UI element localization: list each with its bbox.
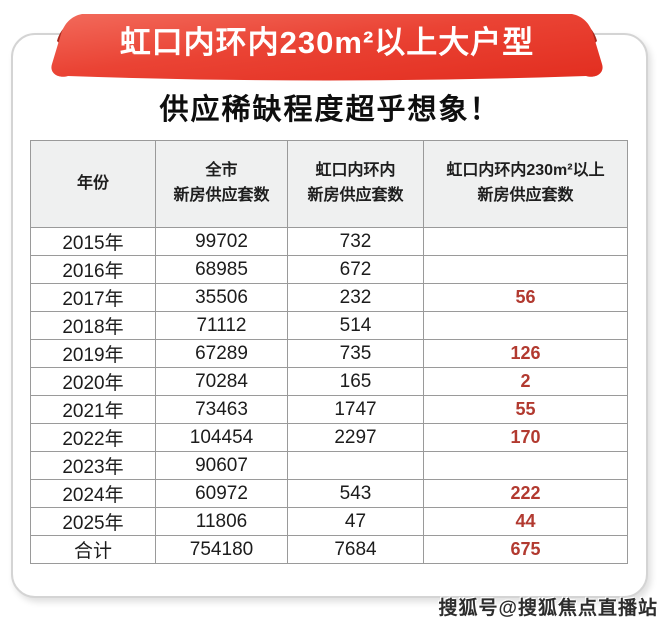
header-line: 新房供应套数 (173, 187, 270, 204)
over-230-supply-cell: 2 (423, 367, 628, 396)
year-cell: 2017年 (30, 283, 156, 312)
table-row: 2017年 35506 232 56 (30, 283, 628, 312)
year-cell: 2018年 (30, 311, 156, 340)
citywide-supply-cell: 73463 (155, 395, 288, 424)
citywide-supply-cell: 35506 (155, 283, 288, 312)
inner-ring-supply-cell (287, 451, 424, 480)
table-row: 2021年 73463 1747 55 (30, 395, 628, 424)
ribbon-shape-icon (51, 14, 603, 81)
citywide-supply-cell: 754180 (155, 535, 288, 564)
header-year: 年份 (30, 140, 156, 228)
header-line: 年份 (76, 174, 109, 192)
over-230-supply-cell: 170 (423, 423, 628, 452)
year-cell: 2022年 (30, 423, 156, 452)
citywide-supply-cell: 104454 (155, 423, 288, 452)
year-cell: 合计 (30, 535, 156, 564)
year-cell: 2015年 (30, 227, 156, 256)
over-230-supply-cell (423, 255, 628, 284)
inner-ring-supply-cell: 732 (287, 227, 424, 256)
citywide-supply-cell: 11806 (155, 507, 288, 536)
citywide-supply-cell: 60972 (155, 479, 288, 508)
ribbon-banner (48, 10, 606, 84)
header-citywide-supply: 全市 新房供应套数 (155, 140, 288, 228)
table-row: 2018年 71112 514 (30, 311, 628, 340)
table-row: 2023年 90607 (30, 451, 628, 480)
year-cell: 2019年 (30, 339, 156, 368)
over-230-supply-cell (423, 227, 628, 256)
header-line: 新房供应套数 (307, 187, 404, 204)
watermark: 搜狐号@搜狐焦点直播站 (438, 598, 658, 619)
table-body: 2015年 99702 732 2016年 68985 672 2017年 35… (30, 227, 628, 564)
header-row: 年份 全市 新房供应套数 虹口内环内 新房供应套数 虹口内环内230m²以上 新… (30, 140, 628, 228)
inner-ring-supply-cell: 672 (287, 255, 424, 284)
over-230-supply-cell (423, 451, 628, 480)
citywide-supply-cell: 90607 (155, 451, 288, 480)
subtitle: 供应稀缺程度超乎想象！ (159, 94, 501, 126)
table-row: 2020年 70284 165 2 (30, 367, 628, 396)
inner-ring-supply-cell: 1747 (287, 395, 424, 424)
inner-ring-supply-cell: 232 (287, 283, 424, 312)
table-row: 2025年 11806 47 44 (30, 507, 628, 536)
banner-title: 虹口内环内230m²以上大户型 (119, 25, 535, 60)
header-inner-ring-supply: 虹口内环内 新房供应套数 (287, 140, 424, 228)
inner-ring-supply-cell: 165 (287, 367, 424, 396)
year-cell: 2020年 (30, 367, 156, 396)
over-230-supply-cell: 222 (423, 479, 628, 508)
table-header: 年份 全市 新房供应套数 虹口内环内 新房供应套数 虹口内环内230m²以上 新… (30, 140, 628, 228)
inner-ring-supply-cell: 735 (287, 339, 424, 368)
header-line: 虹口内环内230m²以上 (446, 162, 605, 180)
inner-ring-supply-cell: 514 (287, 311, 424, 340)
over-230-supply-cell: 55 (423, 395, 628, 424)
over-230-supply-cell: 56 (423, 283, 628, 312)
supply-table: 年份 全市 新房供应套数 虹口内环内 新房供应套数 虹口内环内230m²以上 新… (30, 140, 628, 564)
year-cell: 2024年 (30, 479, 156, 508)
citywide-supply-cell: 67289 (155, 339, 288, 368)
over-230-supply-cell: 675 (423, 535, 628, 564)
header-line: 新房供应套数 (477, 187, 574, 204)
over-230-supply-cell: 126 (423, 339, 628, 368)
inner-ring-supply-cell: 2297 (287, 423, 424, 452)
table-row-total: 合计 754180 7684 675 (30, 535, 628, 564)
over-230-supply-cell (423, 311, 628, 340)
citywide-supply-cell: 68985 (155, 255, 288, 284)
table-row: 2024年 60972 543 222 (30, 479, 628, 508)
year-cell: 2021年 (30, 395, 156, 424)
over-230-supply-cell: 44 (423, 507, 628, 536)
table-row: 2019年 67289 735 126 (30, 339, 628, 368)
header-over-230-supply: 虹口内环内230m²以上 新房供应套数 (423, 140, 628, 228)
inner-ring-supply-cell: 7684 (287, 535, 424, 564)
header-line: 全市 (205, 162, 238, 180)
inner-ring-supply-cell: 543 (287, 479, 424, 508)
year-cell: 2025年 (30, 507, 156, 536)
table-row: 2015年 99702 732 (30, 227, 628, 256)
table-row: 2016年 68985 672 (30, 255, 628, 284)
citywide-supply-cell: 71112 (155, 311, 288, 340)
year-cell: 2023年 (30, 451, 156, 480)
header-line: 虹口内环内 (315, 162, 396, 180)
citywide-supply-cell: 99702 (155, 227, 288, 256)
citywide-supply-cell: 70284 (155, 367, 288, 396)
year-cell: 2016年 (30, 255, 156, 284)
inner-ring-supply-cell: 47 (287, 507, 424, 536)
table-row: 2022年 104454 2297 170 (30, 423, 628, 452)
